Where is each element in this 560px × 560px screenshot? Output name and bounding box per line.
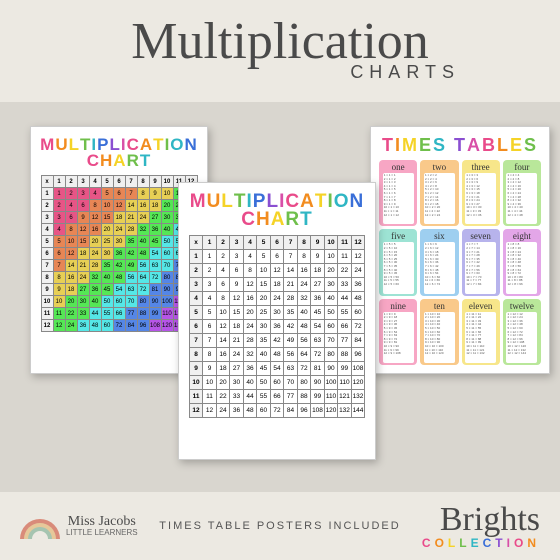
poster-preview-area: MULTIPLICATIONCHART x1234567891011121123… [0,102,560,492]
poster-times-tables: TIMES TABLES one 1 × 1 = 12 × 1 = 23 × 1… [370,126,550,374]
tt-label: four [514,162,529,172]
times-table-two: two 1 × 2 = 22 × 2 = 43 × 2 = 64 × 2 = 8… [420,160,458,226]
times-table-seven: seven 1 × 7 = 72 × 7 = 143 × 7 = 214 × 7… [462,229,500,295]
collection-badge: Brights COLLECTION [422,503,540,549]
rainbow-icon [20,513,60,539]
brand-text: Miss Jacobs LITTLE LEARNERS [66,514,138,538]
poster1-title: MULTIPLICATIONCHART [40,137,198,169]
tt-label: eight [513,231,531,241]
poster3-title: TIMES TABLES [382,137,538,154]
title-subtitle: CHARTS [350,62,460,83]
tt-label: five [391,231,405,241]
tt-label: eleven [469,301,492,311]
poster2-grid: x123456789101112112345678910111222468101… [189,235,366,418]
poster1-grid: x123456789101112112345678910111222468101… [41,175,198,332]
times-table-twelve: twelve 1 × 12 = 122 × 12 = 243 × 12 = 36… [503,299,541,365]
tt-facts: 1 × 4 = 42 × 4 = 83 × 4 = 124 × 4 = 165 … [506,173,537,224]
collection-name: Brights [422,503,540,537]
times-table-six: six 1 × 6 = 62 × 6 = 123 × 6 = 184 × 6 =… [420,229,458,295]
tt-label: seven [470,231,491,241]
times-table-one: one 1 × 1 = 12 × 1 = 23 × 1 = 34 × 1 = 4… [379,160,417,226]
brand-line2: LITTLE LEARNERS [66,529,138,538]
times-table-three: three 1 × 3 = 32 × 3 = 63 × 3 = 94 × 3 =… [462,160,500,226]
tt-facts: 1 × 1 = 12 × 1 = 23 × 1 = 34 × 1 = 45 × … [383,173,414,224]
tt-facts: 1 × 10 = 102 × 10 = 203 × 10 = 304 × 10 … [424,312,455,363]
tt-label: twelve [510,301,534,311]
tt-facts: 1 × 2 = 22 × 2 = 43 × 2 = 64 × 2 = 85 × … [424,173,455,224]
tt-facts: 1 × 11 = 112 × 11 = 223 × 11 = 334 × 11 … [465,312,496,363]
footer-banner: Miss Jacobs LITTLE LEARNERS TIMES TABLE … [0,492,560,560]
collection-label: COLLECTION [422,537,540,549]
poster-mult-chart-plain: MULTIPLICATIONCHART x1234567891011121123… [178,182,376,460]
times-table-four: four 1 × 4 = 42 × 4 = 83 × 4 = 124 × 4 =… [503,160,541,226]
times-table-nine: nine 1 × 9 = 92 × 9 = 183 × 9 = 274 × 9 … [379,299,417,365]
tt-facts: 1 × 6 = 62 × 6 = 123 × 6 = 184 × 6 = 245… [424,242,455,293]
tt-facts: 1 × 8 = 82 × 8 = 163 × 8 = 244 × 8 = 325… [506,242,537,293]
times-table-eight: eight 1 × 8 = 82 × 8 = 163 × 8 = 244 × 8… [503,229,541,295]
tt-label: one [392,162,405,172]
times-tables-grid: one 1 × 1 = 12 × 1 = 23 × 1 = 34 × 1 = 4… [379,160,541,365]
times-table-ten: ten 1 × 10 = 102 × 10 = 203 × 10 = 304 ×… [420,299,458,365]
times-table-five: five 1 × 5 = 52 × 5 = 103 × 5 = 154 × 5 … [379,229,417,295]
tt-facts: 1 × 9 = 92 × 9 = 183 × 9 = 274 × 9 = 365… [383,312,414,363]
tt-label: nine [390,301,406,311]
tt-label: six [434,231,445,241]
tt-label: two [433,162,447,172]
times-table-eleven: eleven 1 × 11 = 112 × 11 = 223 × 11 = 33… [462,299,500,365]
tt-facts: 1 × 5 = 52 × 5 = 103 × 5 = 154 × 5 = 205… [383,242,414,293]
tt-label: three [472,162,490,172]
footer-tagline: TIMES TABLE POSTERS INCLUDED [159,520,400,532]
title-script: Multiplication [131,19,429,66]
tt-label: ten [434,301,445,311]
poster2-title: MULTIPLICATIONCHART [190,193,365,229]
header-banner: Multiplication CHARTS [0,0,560,102]
brand-line1: Miss Jacobs [66,514,138,529]
brand-logo: Miss Jacobs LITTLE LEARNERS [20,513,138,539]
tt-facts: 1 × 7 = 72 × 7 = 143 × 7 = 214 × 7 = 285… [465,242,496,293]
tt-facts: 1 × 12 = 122 × 12 = 243 × 12 = 364 × 12 … [506,312,537,363]
tt-facts: 1 × 3 = 32 × 3 = 63 × 3 = 94 × 3 = 125 ×… [465,173,496,224]
